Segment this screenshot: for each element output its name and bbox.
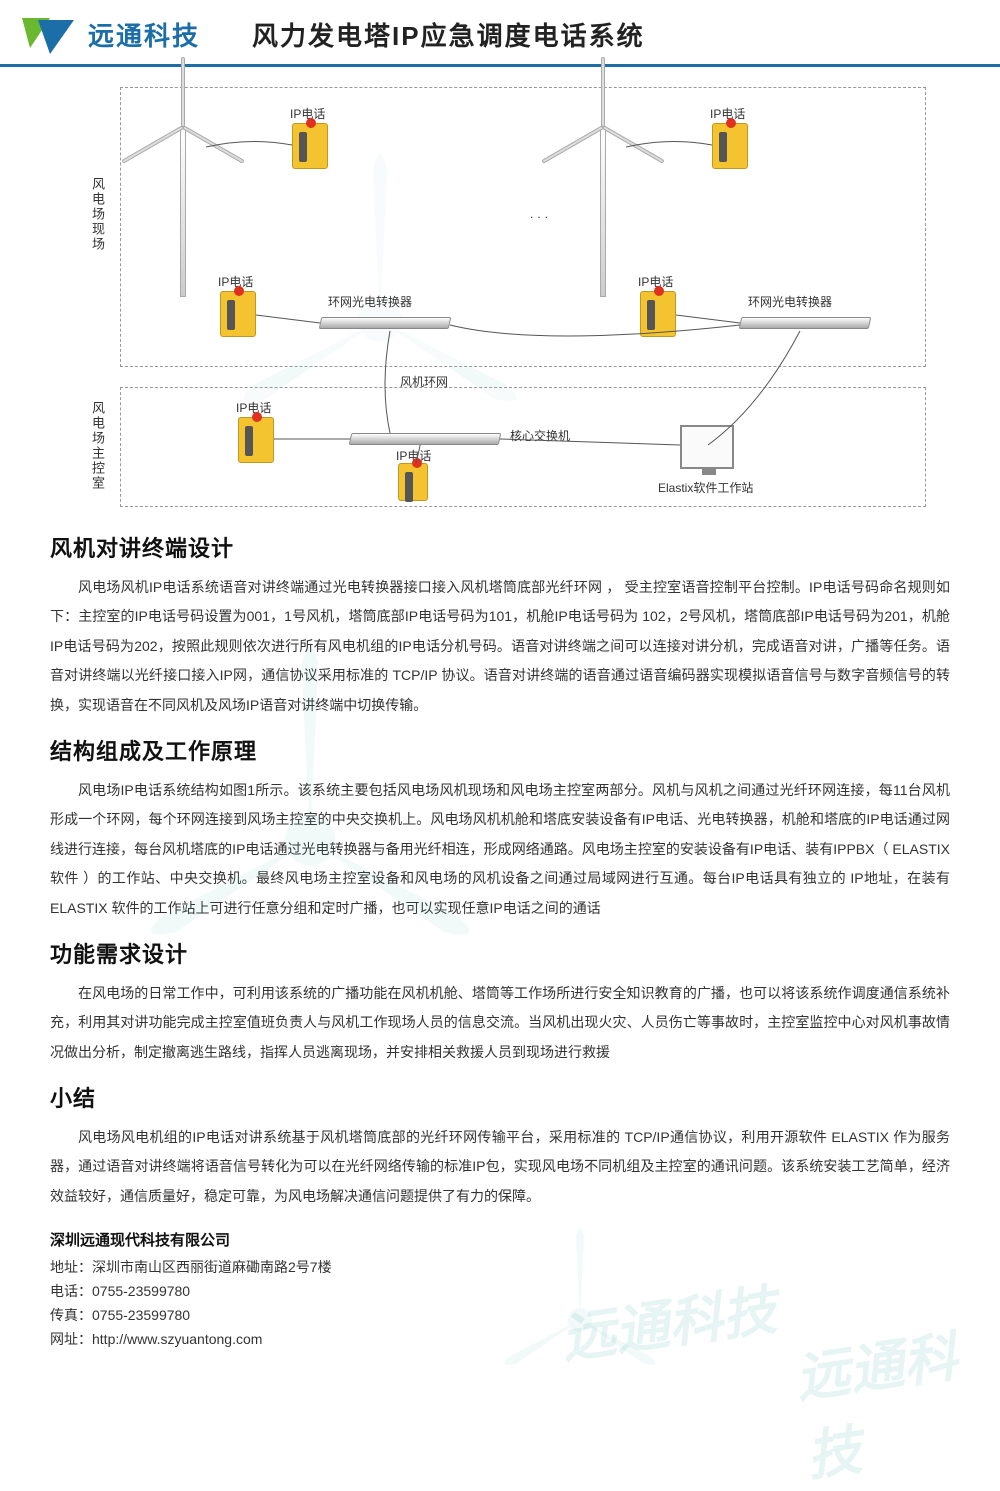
section-body: 风电场风机IP电话系统语音对讲终端通过光电转换器接口接入风机塔筒底部光纤环网 ，… xyxy=(50,573,950,720)
content-area: 风机对讲终端设计 风电场风机IP电话系统语音对讲终端通过光电转换器接口接入风机塔… xyxy=(0,531,1000,1211)
section-body: 风电场风电机组的IP电话对讲系统基于风机塔筒底部的光纤环网传输平台，采用标准的 … xyxy=(50,1123,950,1211)
company-name: 远通科技 xyxy=(88,16,200,53)
footer-address: 地址：深圳市南山区西丽街道麻磡南路2号7楼 xyxy=(50,1256,950,1280)
page-header: 远通科技 风力发电塔IP应急调度电话系统 xyxy=(0,0,1000,64)
section-title: 结构组成及工作原理 xyxy=(50,734,950,766)
section-4: 小结 风电场风电机组的IP电话对讲系统基于风机塔筒底部的光纤环网传输平台，采用标… xyxy=(50,1081,950,1211)
section-2: 结构组成及工作原理 风电场IP电话系统结构如图1所示。该系统主要包括风电场风机现… xyxy=(50,734,950,923)
footer-address-label: 地址： xyxy=(50,1259,92,1275)
footer-web-value: http://www.szyuantong.com xyxy=(92,1331,262,1347)
footer-fax: 传真：0755-23599780 xyxy=(50,1304,950,1328)
section-1: 风机对讲终端设计 风电场风机IP电话系统语音对讲终端通过光电转换器接口接入风机塔… xyxy=(50,531,950,720)
section-title: 小结 xyxy=(50,1081,950,1113)
section-body: 在风电场的日常工作中，可利用该系统的广播功能在风机机舱、塔筒等工作场所进行安全知… xyxy=(50,979,950,1067)
footer-tel: 电话：0755-23599780 xyxy=(50,1280,950,1304)
section-3: 功能需求设计 在风电场的日常工作中，可利用该系统的广播功能在风机机舱、塔筒等工作… xyxy=(50,937,950,1067)
footer-address-value: 深圳市南山区西丽街道麻磡南路2号7楼 xyxy=(92,1259,332,1275)
footer-fax-label: 传真： xyxy=(50,1307,92,1323)
system-diagram: 风电场现场 风电场主控室 IP电话 IP电话 环网光电转换器 IP电话 IP电话… xyxy=(60,87,940,517)
footer-company: 深圳远通现代科技有限公司 xyxy=(50,1229,950,1250)
section-title: 功能需求设计 xyxy=(50,937,950,969)
diagram-wires xyxy=(60,87,940,517)
header-rule xyxy=(0,64,1000,67)
section-title: 风机对讲终端设计 xyxy=(50,531,950,563)
footer-web-label: 网址： xyxy=(50,1331,92,1347)
section-body: 风电场IP电话系统结构如图1所示。该系统主要包括风电场风机现场和风电场主控室两部… xyxy=(50,776,950,923)
footer-fax-value: 0755-23599780 xyxy=(92,1307,190,1323)
company-logo-icon xyxy=(20,12,76,56)
footer-tel-value: 0755-23599780 xyxy=(92,1283,190,1299)
footer-tel-label: 电话： xyxy=(50,1283,92,1299)
footer-web: 网址：http://www.szyuantong.com xyxy=(50,1328,950,1352)
page-footer: 深圳远通现代科技有限公司 地址：深圳市南山区西丽街道麻磡南路2号7楼 电话：07… xyxy=(0,1211,1000,1351)
page-title: 风力发电塔IP应急调度电话系统 xyxy=(252,16,645,53)
